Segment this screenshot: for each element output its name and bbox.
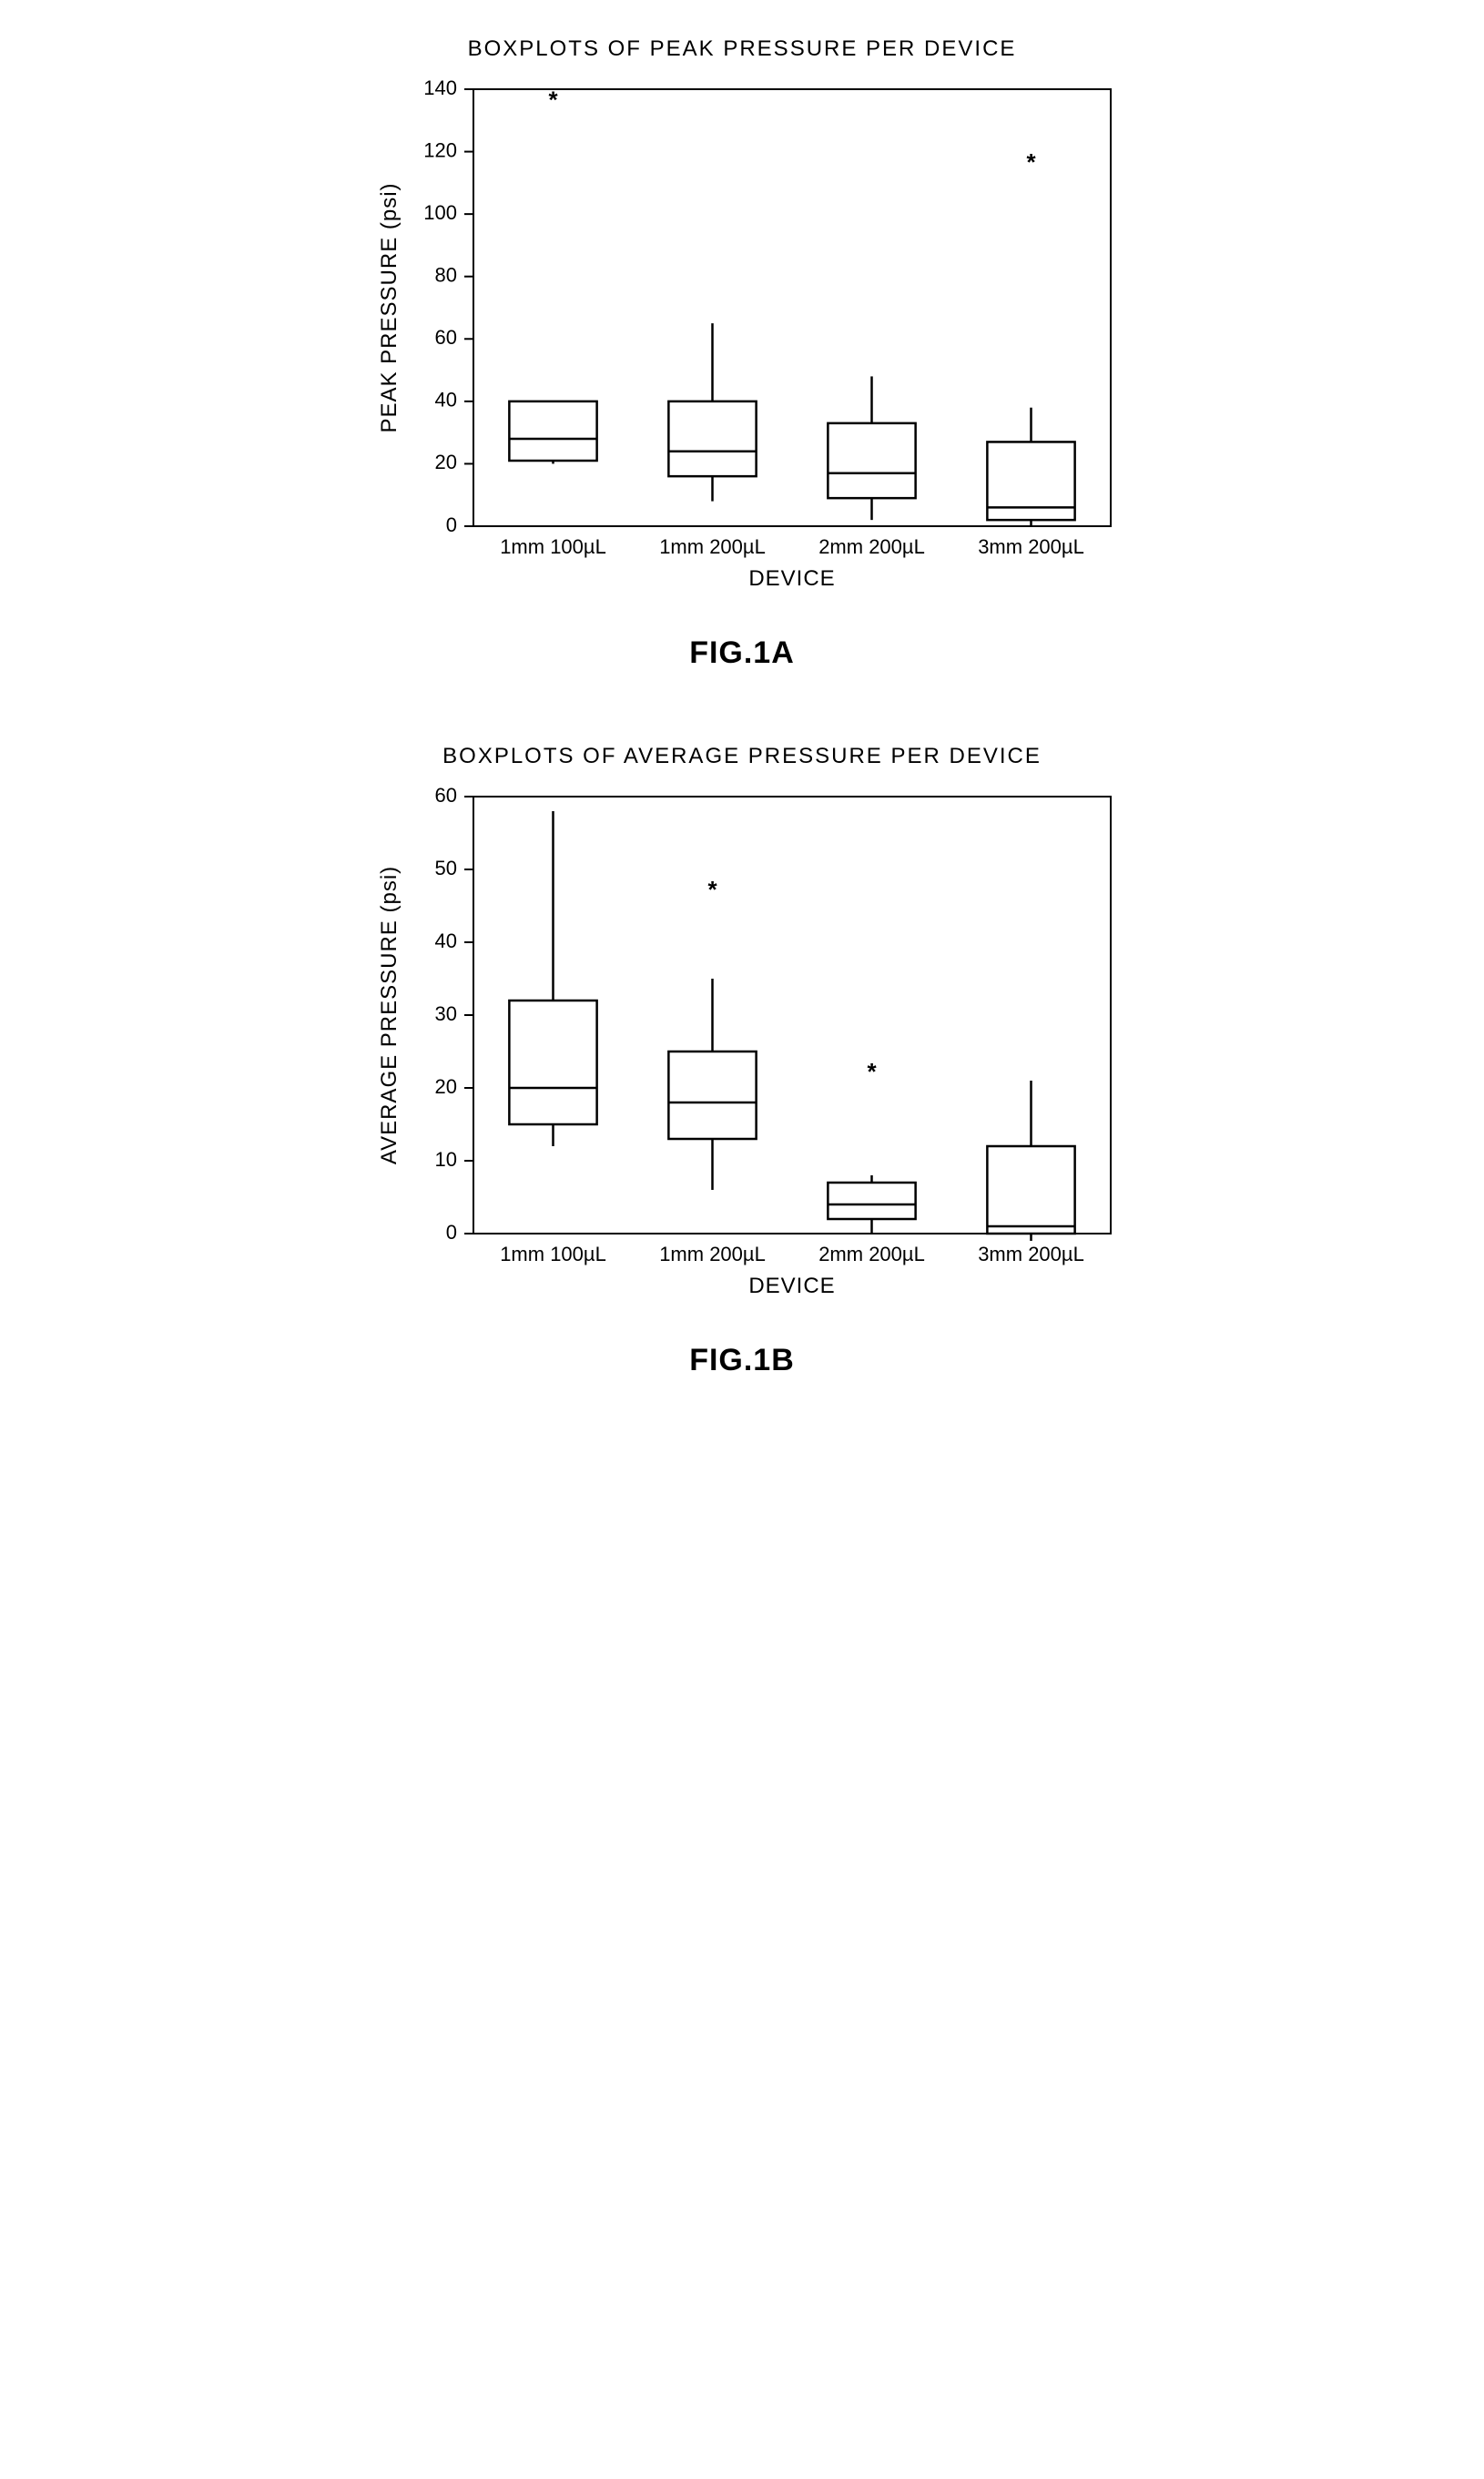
y-tick-label: 60: [435, 784, 457, 807]
y-tick-label: 60: [435, 326, 457, 349]
category-label: 1mm 200µL: [659, 535, 766, 558]
y-axis-label: PEAK PRESSURE (psi): [377, 182, 401, 432]
y-tick-label: 10: [435, 1148, 457, 1171]
category-label: 3mm 200µL: [978, 1243, 1084, 1265]
y-tick-label: 50: [435, 857, 457, 879]
chart-title: BOXPLOTS OF PEAK PRESSURE PER DEVICE: [332, 36, 1152, 62]
outlier-point: *: [867, 1058, 877, 1085]
y-tick-label: 140: [423, 76, 457, 99]
category-label: 1mm 200µL: [659, 1243, 766, 1265]
y-tick-label: 100: [423, 201, 457, 224]
category-label: 1mm 100µL: [500, 535, 606, 558]
y-tick-label: 40: [435, 389, 457, 411]
y-tick-label: 20: [435, 451, 457, 473]
y-tick-label: 30: [435, 1002, 457, 1025]
figure-label: FIG.1B: [332, 1343, 1152, 1378]
box: [987, 1146, 1074, 1234]
x-axis-label: DEVICE: [748, 566, 835, 591]
boxplot-svg: 0 10 20 30 40 50 60 AVERAGE PRESSURE (psi) 1mm 1…: [355, 778, 1129, 1334]
boxplot-svg: 0 20 40 60 80 100 120 140 PEAK PRESSURE (psi) 1mm…: [355, 71, 1129, 626]
y-tick-label: 40: [435, 930, 457, 952]
figure-label: FIG.1A: [332, 635, 1152, 671]
category-label: 2mm 200µL: [818, 1243, 925, 1265]
category-label: 2mm 200µL: [818, 535, 925, 558]
y-tick-label: 0: [446, 1221, 457, 1244]
y-tick-label: 0: [446, 513, 457, 536]
box: [828, 423, 915, 498]
chart-title: BOXPLOTS OF AVERAGE PRESSURE PER DEVICE: [332, 744, 1152, 769]
outlier-point: *: [548, 86, 558, 114]
y-tick-label: 20: [435, 1075, 457, 1098]
outlier-point: *: [707, 876, 717, 903]
figure: BOXPLOTS OF PEAK PRESSURE PER DEVICE 0 20 4…: [332, 36, 1152, 671]
box: [828, 1183, 915, 1219]
box: [509, 1001, 596, 1124]
figure: BOXPLOTS OF AVERAGE PRESSURE PER DEVICE 0…: [332, 744, 1152, 1378]
plot-border: [473, 797, 1111, 1234]
box: [668, 401, 756, 476]
outlier-point: *: [1026, 148, 1036, 176]
y-tick-label: 80: [435, 264, 457, 287]
box: [509, 401, 596, 461]
category-label: 1mm 100µL: [500, 1243, 606, 1265]
category-label: 3mm 200µL: [978, 535, 1084, 558]
y-axis-label: AVERAGE PRESSURE (psi): [377, 866, 401, 1164]
y-tick-label: 120: [423, 138, 457, 161]
x-axis-label: DEVICE: [748, 1274, 835, 1298]
box: [668, 1052, 756, 1139]
